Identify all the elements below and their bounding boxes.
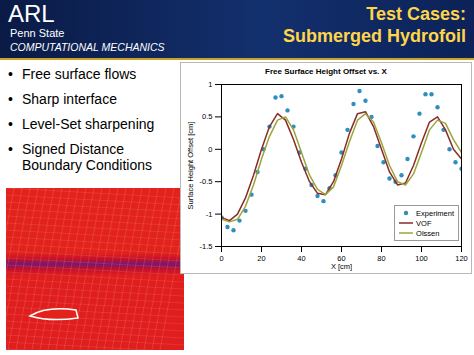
html-text:Level-Set sharpening: Level-Set sharpening bbox=[22, 116, 155, 132]
svg-text:0.5: 0.5 bbox=[202, 112, 212, 121]
svg-text:20: 20 bbox=[257, 254, 265, 263]
html-text:Experiment: Experiment bbox=[416, 208, 454, 218]
svg-text:120: 120 bbox=[455, 254, 468, 263]
svg-text:0: 0 bbox=[219, 254, 223, 263]
html-text:Test Cases:: Test Cases: bbox=[366, 4, 466, 24]
svg-text:-1: -1 bbox=[206, 210, 213, 219]
html-text:Submerged Hydrofoil: Submerged Hydrofoil bbox=[283, 26, 466, 46]
html-text:VOF: VOF bbox=[416, 218, 432, 228]
svg-text:80: 80 bbox=[377, 254, 385, 263]
svg-text:Surface Height Offset [cm]: Surface Height Offset [cm] bbox=[186, 122, 195, 210]
svg-text:100: 100 bbox=[415, 254, 428, 263]
html-text:Signed Distance Boundary Condi: Signed Distance Boundary Conditions bbox=[22, 141, 152, 173]
html-text:COMPUTATIONAL MECHANICS: COMPUTATIONAL MECHANICS bbox=[10, 41, 165, 53]
svg-text:0: 0 bbox=[208, 145, 212, 154]
html-text:ARL: ARL bbox=[8, 0, 55, 27]
html-text:Sharp interface: Sharp interface bbox=[22, 91, 117, 107]
svg-text:60: 60 bbox=[337, 253, 346, 263]
svg-text:X [cm]: X [cm] bbox=[331, 262, 352, 271]
html-text:Free Surface Height Offset vs.: Free Surface Height Offset vs. X bbox=[265, 67, 387, 76]
svg-text:-1.5: -1.5 bbox=[200, 242, 213, 251]
html-text:Olssen: Olssen bbox=[416, 228, 440, 238]
svg-text:40: 40 bbox=[297, 254, 305, 263]
html-text:Free surface flows: Free surface flows bbox=[22, 66, 137, 82]
html-text:Penn State: Penn State bbox=[10, 27, 65, 39]
svg-text:1: 1 bbox=[208, 80, 212, 89]
svg-text:-0.5: -0.5 bbox=[200, 177, 213, 186]
